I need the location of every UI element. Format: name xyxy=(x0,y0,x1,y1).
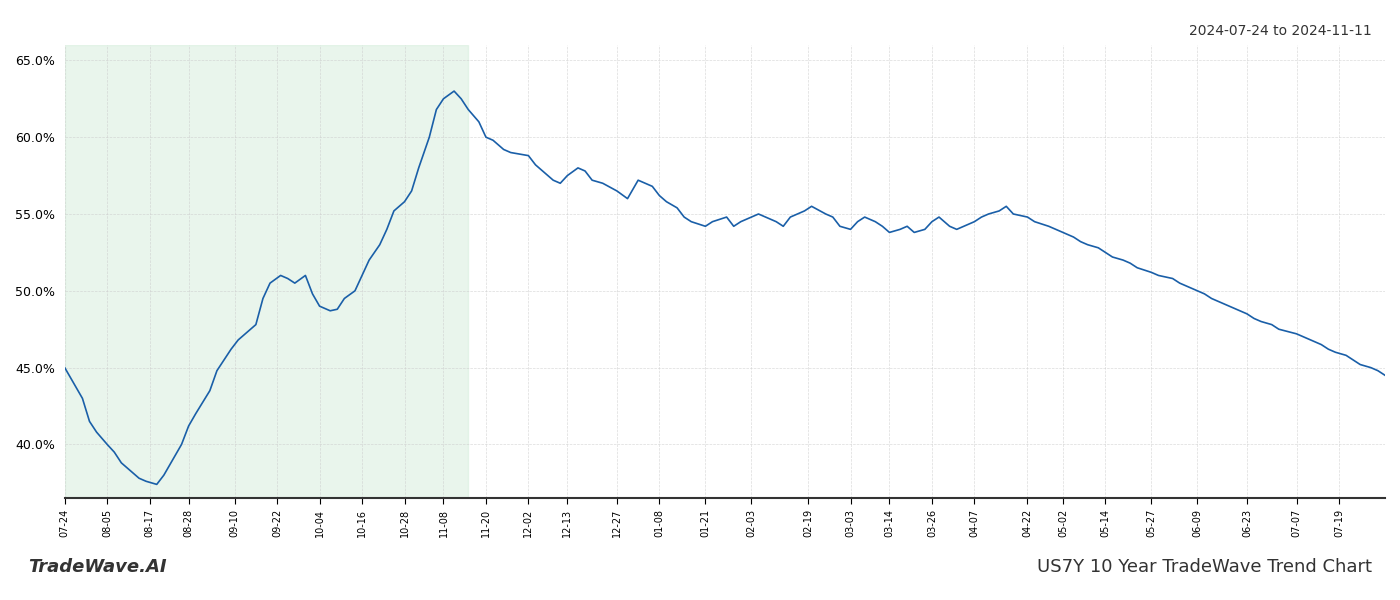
Text: 2024-07-24 to 2024-11-11: 2024-07-24 to 2024-11-11 xyxy=(1189,24,1372,38)
Text: TradeWave.AI: TradeWave.AI xyxy=(28,558,167,576)
Text: US7Y 10 Year TradeWave Trend Chart: US7Y 10 Year TradeWave Trend Chart xyxy=(1037,558,1372,576)
Bar xyxy=(64,45,468,498)
